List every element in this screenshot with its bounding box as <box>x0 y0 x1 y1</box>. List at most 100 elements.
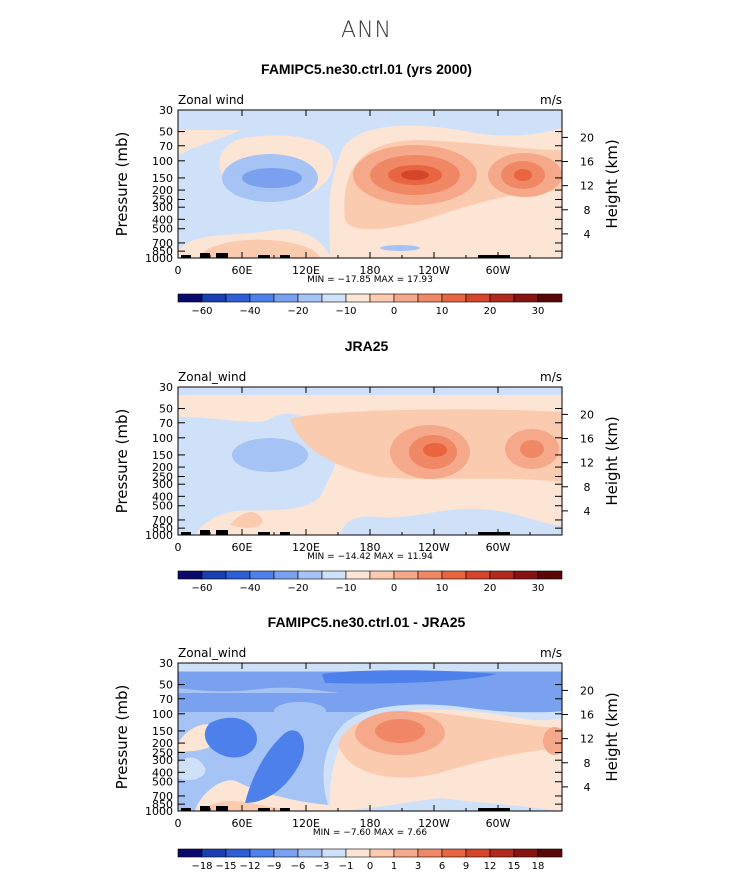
y-right-tick-label: 8 <box>584 204 591 217</box>
colorbar-box <box>441 293 467 303</box>
colorbar-box <box>417 848 443 858</box>
colorbar-box <box>513 848 539 858</box>
colorbar-box <box>465 293 491 303</box>
x-tick-label: 60E <box>232 264 253 277</box>
colorbar-label: 30 <box>532 583 545 594</box>
colorbar-box <box>537 293 563 303</box>
x-tick-label: 120E <box>292 817 320 830</box>
chart-panel-diff: 3050701001502002503004005007008501000201… <box>113 646 621 872</box>
contour-pos <box>514 169 532 181</box>
contour-field <box>178 663 562 811</box>
y-tick-label: 500 <box>152 776 173 789</box>
y-tick-label: 150 <box>152 449 173 462</box>
variable-label: Zonal wind <box>178 93 244 107</box>
contour-neg <box>232 438 308 472</box>
x-tick-label: 180 <box>360 264 381 277</box>
y-axis-label: Pressure (mb) <box>113 409 131 514</box>
colorbar-box <box>441 848 467 858</box>
y-axis-label: Pressure (mb) <box>113 132 131 237</box>
colorbar-box <box>321 293 347 303</box>
y-right-tick-label: 16 <box>580 709 594 722</box>
colorbar-box <box>393 570 419 580</box>
colorbar-box <box>225 570 251 580</box>
colorbar-label: −60 <box>191 583 212 594</box>
y-tick-label: 200 <box>152 184 173 197</box>
y-axis-label: Pressure (mb) <box>113 685 131 790</box>
colorbar-label: 6 <box>439 861 445 872</box>
y-tick-label: 200 <box>152 737 173 750</box>
colorbar-box <box>465 848 491 858</box>
y-tick-label: 250 <box>152 470 173 483</box>
x-tick-label: 180 <box>360 541 381 554</box>
y-tick-label: 300 <box>152 478 173 491</box>
colorbar-box <box>225 293 251 303</box>
units-label: m/s <box>540 646 562 660</box>
land-mask <box>280 532 290 535</box>
contour-neg <box>242 168 302 188</box>
colorbar-label: −18 <box>191 861 212 872</box>
colorbar-label: 30 <box>532 306 545 317</box>
land-mask <box>280 255 290 258</box>
y-tick-label: 850 <box>152 522 173 535</box>
land-mask <box>181 255 191 258</box>
y-right-tick-label: 4 <box>584 228 591 241</box>
land-mask <box>216 806 228 811</box>
contour-neg <box>380 245 420 251</box>
colorbar-box <box>201 293 227 303</box>
panel-1-title: FAMIPC5.ne30.ctrl.01 (yrs 2000) <box>261 61 472 77</box>
chart-panel-obs: 3050701001502002503004005007008501000201… <box>113 370 621 594</box>
y-right-tick-label: 12 <box>580 180 594 193</box>
y-tick-label: 30 <box>159 381 173 394</box>
y-right-tick-label: 20 <box>580 131 594 144</box>
y-tick-label: 400 <box>152 766 173 779</box>
colorbar-label: −20 <box>287 306 308 317</box>
colorbar-box <box>489 570 515 580</box>
colorbar-label: −6 <box>291 861 306 872</box>
colorbar-label: 10 <box>436 583 449 594</box>
y-axis-label-right: Height (km) <box>603 139 621 228</box>
y-right-tick-label: 20 <box>580 684 594 697</box>
contour-pos <box>401 170 429 180</box>
x-tick-label: 120E <box>292 541 320 554</box>
colorbar-label: −20 <box>287 583 308 594</box>
x-tick-label: 0 <box>175 264 182 277</box>
y-right-tick-label: 16 <box>580 433 594 446</box>
land-mask <box>216 253 228 258</box>
land-mask <box>200 530 210 535</box>
y-tick-label: 50 <box>159 403 173 416</box>
x-tick-label: 120E <box>292 264 320 277</box>
colorbar-box <box>345 848 371 858</box>
colorbar-box <box>489 848 515 858</box>
y-tick-label: 50 <box>159 126 173 139</box>
colorbar-box <box>537 848 563 858</box>
colorbar-box <box>489 293 515 303</box>
colorbar-label: −40 <box>239 306 260 317</box>
land-mask <box>200 806 210 811</box>
colorbar-box <box>273 570 299 580</box>
colorbar-label: 0 <box>391 306 397 317</box>
land-mask <box>258 255 270 258</box>
units-label: m/s <box>540 370 562 384</box>
contour-neg <box>204 717 258 758</box>
y-tick-label: 1000 <box>145 529 173 542</box>
colorbar-label: 15 <box>508 861 521 872</box>
contour-neg <box>178 687 340 693</box>
colorbar-label: −9 <box>267 861 282 872</box>
figure-title: ANN <box>341 18 392 43</box>
x-tick-label: 120W <box>418 541 450 554</box>
land-mask <box>258 532 270 535</box>
y-right-tick-label: 4 <box>584 781 591 794</box>
x-tick-label: 0 <box>175 541 182 554</box>
colorbar-label: 20 <box>484 306 497 317</box>
min-max-stats: MIN = −14.42 MAX = 11.94 <box>307 552 433 562</box>
y-tick-label: 150 <box>152 725 173 738</box>
colorbar-box <box>537 570 563 580</box>
y-tick-label: 500 <box>152 500 173 513</box>
colorbar-box <box>393 293 419 303</box>
contour-pos <box>520 440 544 458</box>
contour-pos <box>543 727 562 755</box>
colorbar-label: 9 <box>463 861 469 872</box>
chart-panel-model: 3050701001502002503004005007008501000201… <box>113 93 621 317</box>
land-mask <box>181 808 191 811</box>
colorbar-label: 12 <box>484 861 497 872</box>
